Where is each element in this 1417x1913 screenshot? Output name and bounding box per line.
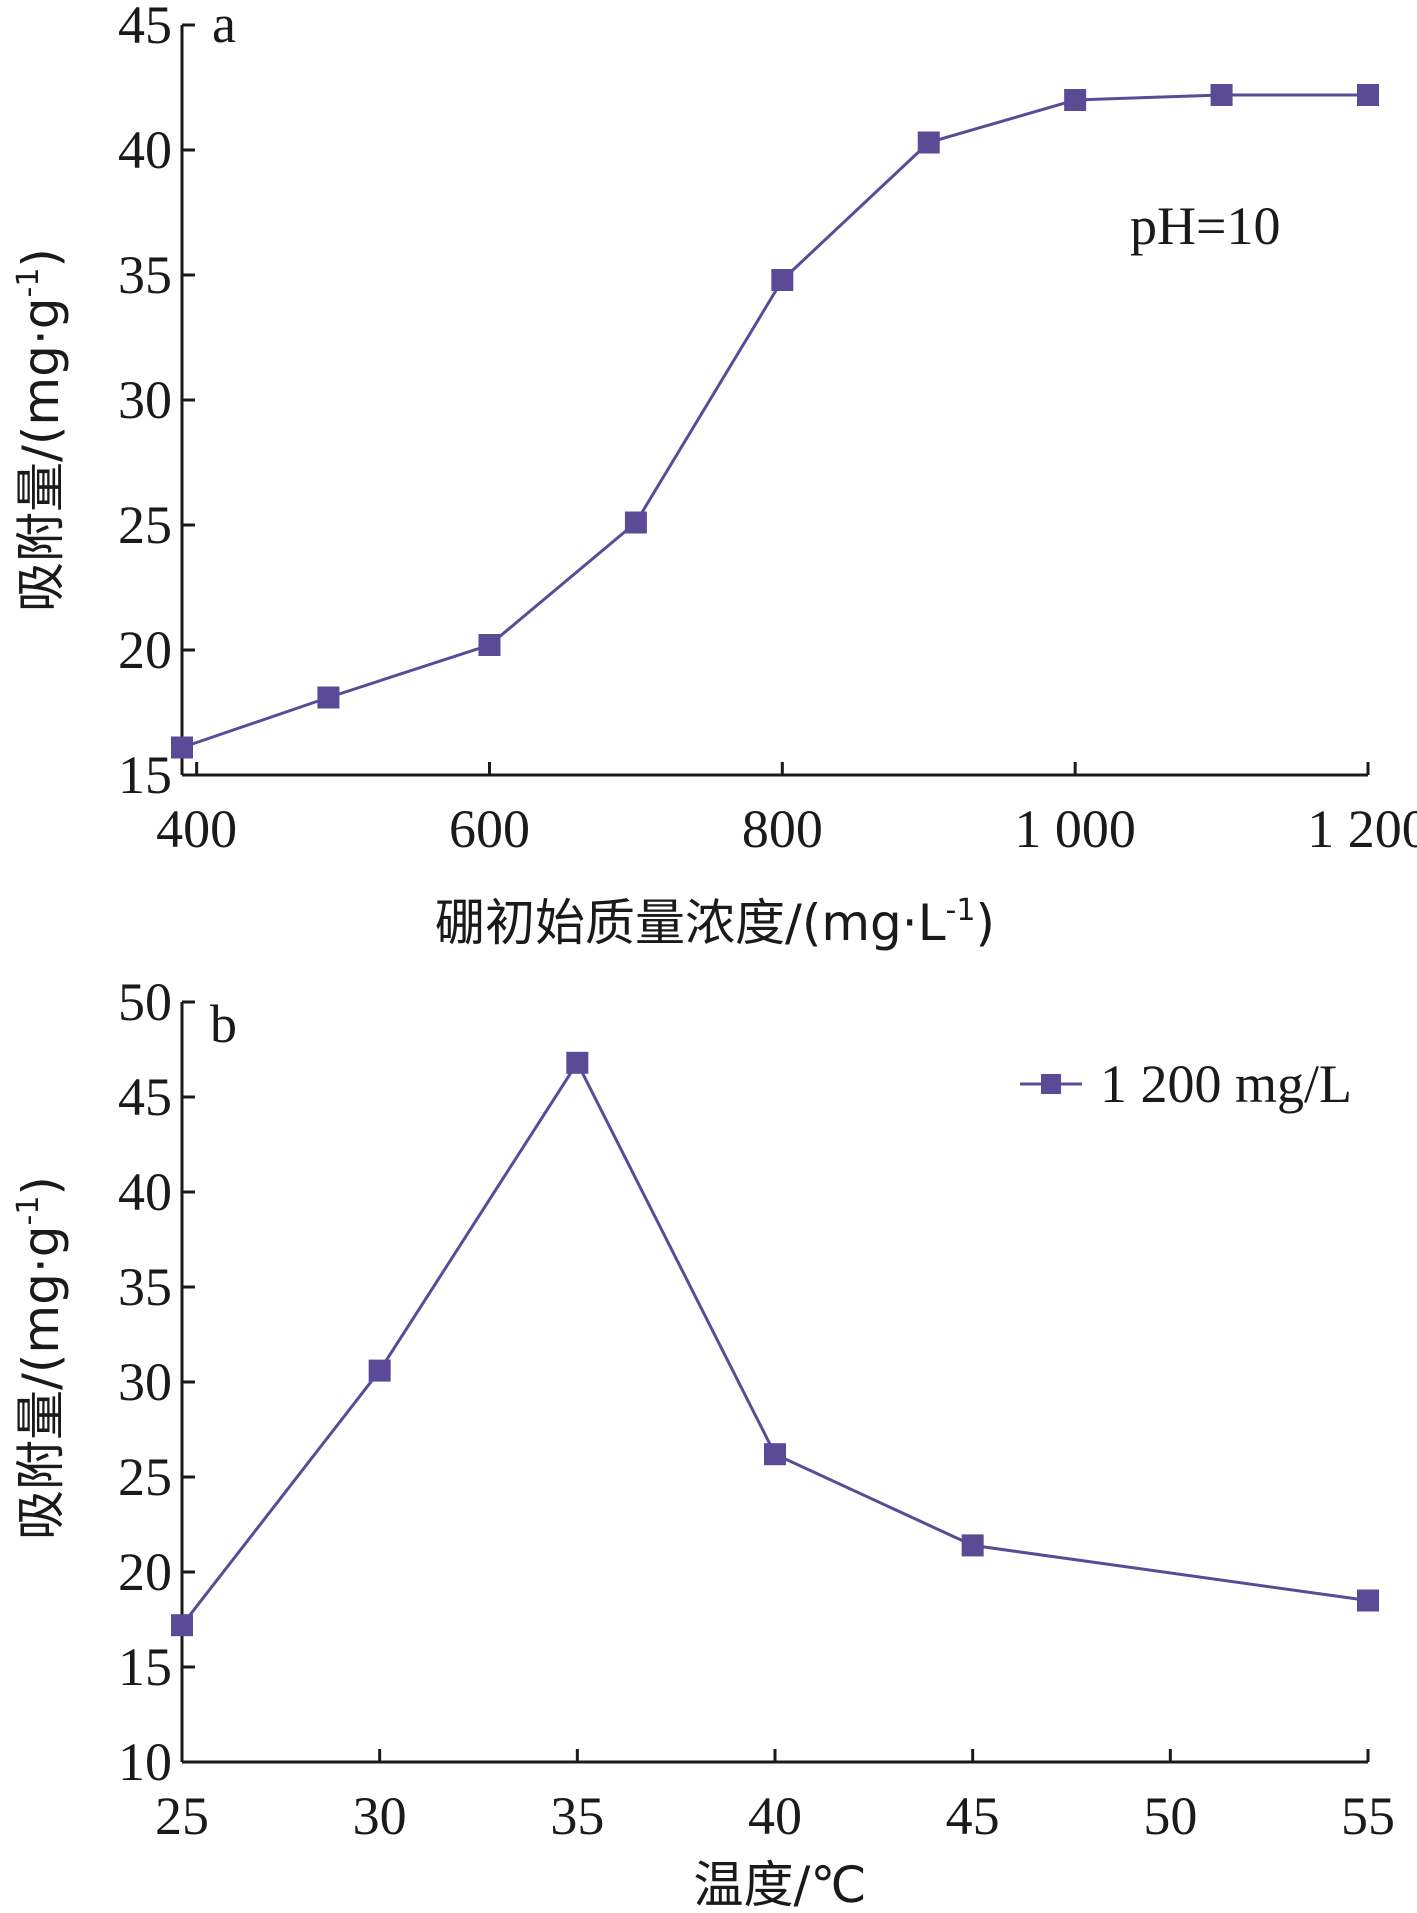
ph-annotation: pH=10 [1130, 196, 1280, 256]
data-point-a [771, 269, 794, 291]
y-axis-title-b-main: 吸附量/(mg·g [12, 1226, 70, 1540]
data-point-a [1357, 84, 1379, 106]
chart-panel-a: a pH=10 硼初始质量浓度/(mg·L-1) 吸附量/(mg·g-1) 15… [11, 0, 1417, 952]
data-point-a [317, 686, 340, 709]
data-point-a [171, 736, 193, 759]
y-axis-title-b-sup: -1 [11, 1196, 46, 1226]
series-line-a [181, 93, 1368, 749]
y-tick-label-a: 40 [118, 120, 172, 180]
y-tick-label-b: 40 [118, 1162, 172, 1222]
data-point-a [624, 511, 647, 534]
legend-marker [1041, 1074, 1061, 1094]
y-axis-title-a-sup: -1 [11, 268, 46, 298]
y-axis-title-b-end: ) [12, 1176, 70, 1196]
y-tick-label-b: 10 [118, 1732, 172, 1792]
series-line-b [180, 1059, 1369, 1627]
x-tick-label-b: 55 [1341, 1786, 1395, 1846]
y-tick-label-a: 25 [118, 495, 172, 555]
y-tick-label-b: 15 [118, 1637, 172, 1697]
y-tick-label-a: 35 [118, 245, 172, 305]
legend-label: 1 200 mg/L [1100, 1054, 1352, 1114]
y-tick-label-b: 35 [118, 1257, 172, 1317]
panel-b-label: b [210, 994, 237, 1054]
chart-panel-b: b 1 200 mg/L 温度/℃ 吸附量/(mg·g-1) 10 15 20 25 3… [11, 972, 1395, 1913]
panel-a-label: a [212, 0, 236, 54]
data-point-a [478, 634, 501, 656]
y-tick-label-a: 45 [118, 0, 172, 55]
y-tick-label-b: 30 [118, 1352, 172, 1412]
data-point-b [961, 1534, 984, 1557]
y-tick-label-b: 20 [118, 1542, 172, 1602]
x-tick-label-a: 1 200 [1307, 799, 1417, 859]
data-point-a [1064, 89, 1087, 111]
data-point-a [1210, 84, 1233, 106]
legend: 1 200 mg/L [1020, 1054, 1352, 1114]
y-tick-label-a: 20 [118, 620, 172, 680]
x-tick-label-b: 50 [1143, 1786, 1197, 1846]
x-tick-label-a: 1 000 [1014, 799, 1136, 859]
y-axis-title-b: 吸附量/(mg·g-1) [11, 1176, 70, 1540]
y-tick-label-a: 30 [118, 370, 172, 430]
x-tick-label-b: 40 [748, 1786, 802, 1846]
y-tick-label-a: 15 [118, 745, 172, 805]
x-tick-label-a: 800 [742, 799, 823, 859]
data-point-b [1357, 1589, 1379, 1612]
x-tick-label-a: 600 [449, 799, 530, 859]
x-tick-label-b: 35 [550, 1786, 604, 1846]
y-axis-title-a-end: ) [12, 248, 70, 268]
y-axis-title-a: 吸附量/(mg·g-1) [11, 248, 70, 612]
data-point-b [171, 1614, 193, 1637]
y-tick-label-b: 50 [118, 972, 172, 1032]
x-axis-title-a-end: ) [975, 894, 995, 952]
x-axis-title-a-main: 硼初始质量浓度/(mg·L [435, 894, 946, 952]
x-axis-title-a: 硼初始质量浓度/(mg·L-1) [435, 893, 995, 952]
x-tick-label-b: 30 [353, 1786, 407, 1846]
data-point-b [368, 1359, 391, 1382]
y-axis-title-a-main: 吸附量/(mg·g [12, 298, 70, 612]
data-point-b [764, 1443, 786, 1466]
x-tick-label-b: 25 [155, 1786, 209, 1846]
x-tick-label-a: 400 [156, 799, 237, 859]
data-point-a [917, 131, 940, 154]
x-axis-title-b: 温度/℃ [694, 1856, 867, 1913]
data-point-b [566, 1051, 589, 1074]
x-axis-title-a-sup: -1 [946, 893, 976, 928]
y-tick-label-b: 25 [118, 1447, 172, 1507]
y-tick-label-b: 45 [118, 1067, 172, 1127]
x-tick-label-b: 45 [946, 1786, 1000, 1846]
